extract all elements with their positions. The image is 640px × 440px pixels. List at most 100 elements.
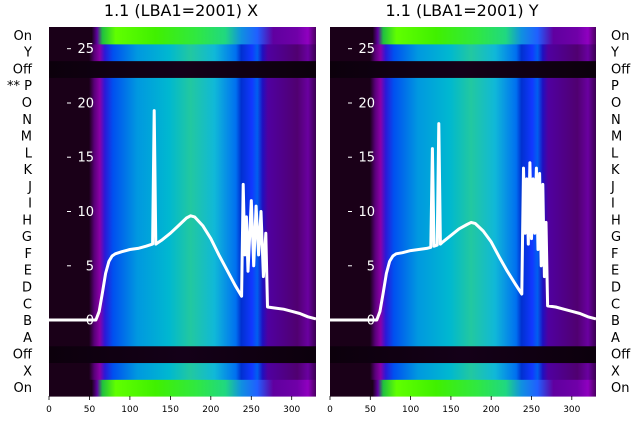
panel-1-title: 1.1 (LBA1=2001) X: [104, 1, 258, 20]
heatmap-row: [330, 345, 596, 364]
heatmap-row: [330, 94, 596, 112]
x-tick-label: 100: [121, 405, 138, 415]
row-label: O: [611, 96, 621, 111]
x-tick-label: 100: [402, 405, 419, 415]
heatmap-row: [49, 362, 316, 380]
row-label: N: [611, 113, 621, 128]
row-label: Off: [13, 62, 33, 77]
row-label: H: [22, 213, 32, 228]
heatmap-row: [330, 295, 596, 313]
row-label: B: [23, 314, 32, 329]
row-label: C: [611, 297, 620, 312]
row-label: B: [611, 314, 620, 329]
heatmap-row: [330, 261, 596, 280]
row-label: J: [27, 180, 32, 195]
x-tick-label: 150: [442, 405, 459, 415]
row-label: L: [25, 146, 33, 161]
row-label: M: [611, 130, 622, 145]
heatmap-row: [49, 177, 316, 196]
heatmap-row: [49, 194, 316, 213]
row-label: Off: [611, 62, 631, 77]
row-label: On: [611, 381, 629, 396]
row-label: J: [610, 180, 615, 195]
heatmap-row: [330, 60, 596, 78]
heatmap-row: [330, 177, 596, 196]
y-tick-label: 15: [358, 151, 375, 166]
heatmap-row: [49, 110, 316, 129]
row-label: L: [611, 146, 619, 161]
heatmap-row: [330, 77, 596, 95]
heatmap-row: [49, 312, 316, 330]
heatmap-row: [49, 278, 316, 296]
row-label: N: [22, 113, 32, 128]
row-label: On: [611, 29, 629, 44]
row-label: O: [22, 96, 32, 111]
x-tick-label: 300: [563, 405, 580, 415]
heatmap-row: [49, 77, 316, 95]
row-label: E: [24, 264, 32, 279]
heatmap-row: [49, 60, 316, 78]
y-tick-label: 5: [367, 259, 375, 274]
heatmap-row: [49, 379, 316, 397]
row-label: F: [611, 247, 618, 262]
heatmap-row: [330, 228, 596, 246]
heatmap-row: [49, 328, 316, 347]
y-tick-label: 10: [358, 205, 375, 220]
heatmap-row: [330, 245, 596, 263]
row-label: Off: [13, 348, 33, 363]
heatmap-row: [330, 362, 596, 380]
row-label: D: [22, 281, 32, 296]
heatmap-row: [49, 345, 316, 364]
row-label: F: [25, 247, 32, 262]
row-label: C: [23, 297, 32, 312]
heatmap-row: [49, 94, 316, 112]
row-label: A: [611, 331, 620, 346]
y-tick-label: 15: [77, 151, 94, 166]
row-label: G: [22, 230, 32, 245]
y-tick-label: 25: [358, 42, 375, 57]
heatmap-row: [330, 110, 596, 129]
heatmap-row: [49, 127, 316, 146]
x-tick-label: 250: [523, 405, 540, 415]
row-label: X: [611, 364, 620, 379]
row-label: A: [23, 331, 32, 346]
heatmap-row: [330, 127, 596, 146]
heatmap-row: [330, 27, 596, 45]
y-tick-label: 5: [86, 259, 94, 274]
row-label: G: [611, 230, 621, 245]
heatmap-row: [330, 328, 596, 347]
heatmap-row: [330, 312, 596, 330]
y-tick-label: 25: [77, 42, 94, 57]
row-label: E: [611, 264, 619, 279]
row-label: On: [14, 381, 32, 396]
heatmap-row: [49, 228, 316, 246]
x-tick-label: 0: [327, 405, 333, 415]
row-label: H: [611, 213, 621, 228]
x-tick-label: 150: [162, 405, 179, 415]
row-label: K: [23, 163, 32, 178]
row-label: Y: [610, 46, 619, 61]
y-tick-label: 20: [77, 97, 94, 112]
x-tick-label: 250: [243, 405, 260, 415]
row-label: P: [611, 79, 619, 94]
data-curve: [330, 122, 597, 322]
row-label: Off: [611, 348, 631, 363]
row-label: Y: [23, 46, 32, 61]
x-tick-label: 50: [84, 405, 96, 415]
heatmap-row: [330, 43, 596, 62]
data-curve: [49, 109, 317, 322]
panel-2-title: 1.1 (LBA1=2001) Y: [385, 1, 538, 20]
x-tick-label: 200: [202, 405, 219, 415]
y-tick-label: 10: [77, 205, 94, 220]
row-label: ** P: [7, 79, 32, 94]
heatmap-row: [49, 144, 316, 162]
heatmap-row: [49, 295, 316, 313]
heatmap-row: [49, 161, 316, 179]
x-tick-label: 0: [46, 405, 52, 415]
heatmap-row: [330, 379, 596, 397]
heatmap-row: [330, 144, 596, 162]
